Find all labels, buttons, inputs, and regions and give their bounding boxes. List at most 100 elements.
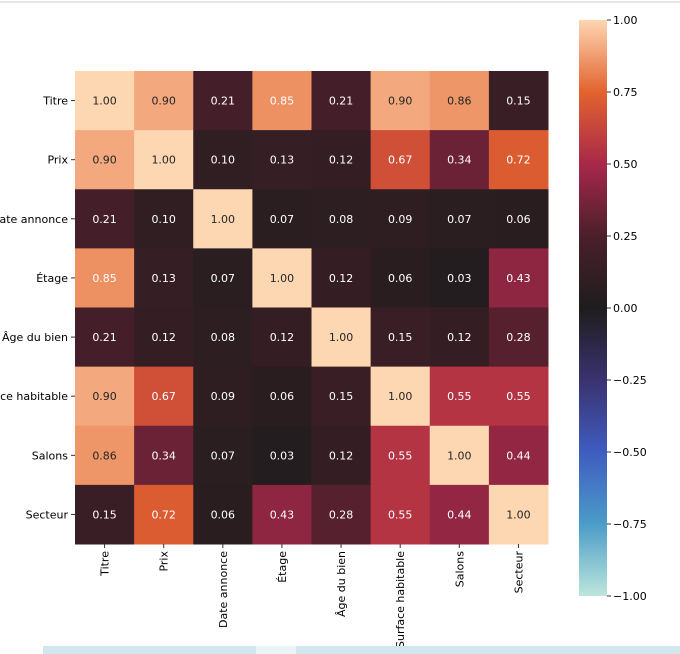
cell-annotation: 1.00 xyxy=(447,449,472,462)
heatmap-cell xyxy=(488,189,549,249)
heatmap-cell xyxy=(252,130,312,190)
colorbar-tick-label: 0.25 xyxy=(613,230,638,243)
cell-annotation: 0.44 xyxy=(447,508,472,521)
bottom-scroll-strip[interactable] xyxy=(43,646,680,654)
column-label: Date annonce xyxy=(217,551,230,628)
column-label: Titre xyxy=(99,551,112,577)
cell-annotation: 0.15 xyxy=(329,390,354,403)
colorbar-tick-label: −0.25 xyxy=(613,374,647,387)
heatmap-cell xyxy=(75,248,135,308)
heatmap-cell xyxy=(429,189,490,249)
heatmap-cell xyxy=(75,307,135,368)
heatmap-cell xyxy=(311,366,372,427)
heatmap-cell xyxy=(429,71,490,131)
cell-annotation: 0.06 xyxy=(506,213,531,226)
colorbar-tick-label: 1.00 xyxy=(613,14,638,27)
cell-annotation: 0.67 xyxy=(388,154,413,167)
heatmap-cell xyxy=(75,130,135,190)
scroll-thumb[interactable] xyxy=(256,646,296,654)
heatmap-cell xyxy=(488,71,549,131)
heatmap-cell xyxy=(134,130,194,190)
row-label: Date annonce xyxy=(0,213,68,226)
cell-annotation: 0.03 xyxy=(447,272,472,285)
cell-annotation: 0.85 xyxy=(270,95,295,108)
cell-annotation: 1.00 xyxy=(92,95,117,108)
heatmap-cell xyxy=(429,484,490,545)
heatmap-cell xyxy=(370,425,431,486)
row-label: Prix xyxy=(47,154,68,167)
heatmap-cell xyxy=(252,189,312,249)
row-label: Titre xyxy=(42,95,68,108)
cell-annotation: 0.21 xyxy=(92,331,117,344)
cell-annotation: 0.12 xyxy=(151,331,176,344)
cell-annotation: 0.43 xyxy=(506,272,531,285)
row-label: Salons xyxy=(32,449,68,462)
cell-annotation: 1.00 xyxy=(329,331,354,344)
cell-annotation: 0.90 xyxy=(92,154,117,167)
cell-annotation: 0.72 xyxy=(506,154,531,167)
cell-annotation: 0.06 xyxy=(211,508,236,521)
heatmap-cell xyxy=(311,189,372,249)
heatmap-cell xyxy=(429,425,490,486)
heatmap-cell xyxy=(134,366,194,427)
heatmap-cell xyxy=(429,307,490,368)
heatmap-cell xyxy=(134,484,194,545)
cell-annotation: 0.34 xyxy=(447,154,472,167)
cell-annotation: 0.21 xyxy=(211,95,236,108)
cell-annotation: 0.15 xyxy=(506,95,531,108)
heatmap-cell xyxy=(370,71,431,131)
heatmap-cell xyxy=(193,425,253,486)
heatmap-cell xyxy=(193,71,253,131)
row-label: Secteur xyxy=(26,508,69,521)
window-top-border xyxy=(0,1,680,3)
cell-annotation: 0.13 xyxy=(270,154,295,167)
heatmap-cell xyxy=(193,189,253,249)
column-label: Prix xyxy=(158,551,171,572)
row-label: Âge du bien xyxy=(2,331,68,344)
heatmap-cell xyxy=(488,248,549,308)
column-label: Salons xyxy=(453,551,466,587)
heatmap-cell xyxy=(252,484,312,545)
heatmap-cell xyxy=(370,307,431,368)
heatmap-cell xyxy=(134,248,194,308)
cell-annotation: 0.12 xyxy=(329,272,354,285)
heatmap-cell xyxy=(193,484,253,545)
cell-annotation: 0.12 xyxy=(329,449,354,462)
heatmap-cell xyxy=(134,307,194,368)
cell-annotation: 0.86 xyxy=(92,449,117,462)
heatmap-cell xyxy=(429,130,490,190)
heatmap-cell xyxy=(370,189,431,249)
heatmap-cell xyxy=(134,425,194,486)
heatmap-cell xyxy=(252,307,312,368)
heatmap-cell xyxy=(252,71,312,131)
row-label: Surface habitable xyxy=(0,390,68,403)
heatmap-cell xyxy=(488,307,549,368)
heatmap-cell xyxy=(75,425,135,486)
heatmap-cell xyxy=(370,248,431,308)
cell-annotation: 0.55 xyxy=(388,508,413,521)
heatmap-cell xyxy=(193,366,253,427)
column-label: Âge du bien xyxy=(335,551,348,617)
cell-annotation: 0.12 xyxy=(329,154,354,167)
cell-annotation: 0.90 xyxy=(92,390,117,403)
cell-annotation: 0.06 xyxy=(270,390,295,403)
cell-annotation: 0.90 xyxy=(151,95,176,108)
cell-annotation: 0.43 xyxy=(270,508,295,521)
colorbar xyxy=(579,20,607,596)
cell-annotation: 0.67 xyxy=(151,390,176,403)
heatmap-cell xyxy=(429,248,490,308)
cell-annotation: 0.09 xyxy=(388,213,413,226)
heatmap-cell xyxy=(311,307,372,368)
cell-annotation: 0.28 xyxy=(329,508,354,521)
heatmap-cell xyxy=(75,189,135,249)
heatmap-cell xyxy=(193,248,253,308)
cell-annotation: 0.90 xyxy=(388,95,413,108)
heatmap-cell xyxy=(252,425,312,486)
cell-annotation: 0.13 xyxy=(151,272,176,285)
heatmap-cell xyxy=(193,307,253,368)
cell-annotation: 0.12 xyxy=(447,331,472,344)
heatmap-cell xyxy=(488,425,549,486)
heatmap-cell xyxy=(311,130,372,190)
cell-annotation: 0.55 xyxy=(447,390,472,403)
